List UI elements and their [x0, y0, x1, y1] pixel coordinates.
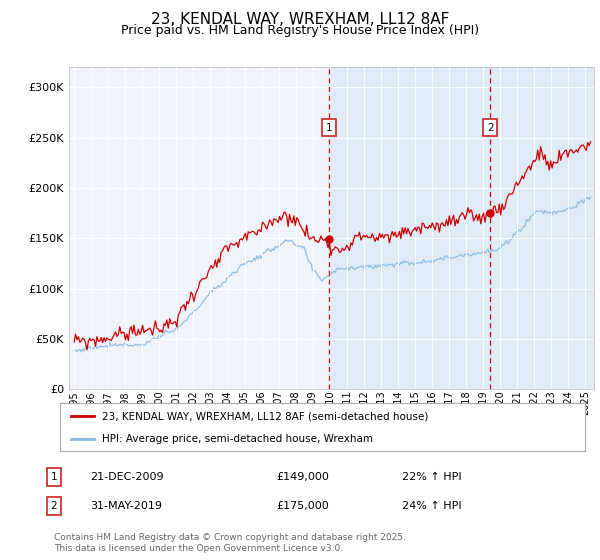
Bar: [329, 67, 490, 389]
Text: £149,000: £149,000: [276, 472, 329, 482]
Text: 2: 2: [50, 501, 58, 511]
Text: £175,000: £175,000: [276, 501, 329, 511]
Text: 1: 1: [326, 123, 332, 133]
Text: 31-MAY-2019: 31-MAY-2019: [90, 501, 162, 511]
Text: Price paid vs. HM Land Registry's House Price Index (HPI): Price paid vs. HM Land Registry's House …: [121, 24, 479, 37]
Text: 22% ↑ HPI: 22% ↑ HPI: [402, 472, 461, 482]
Bar: [490, 67, 600, 389]
Text: 23, KENDAL WAY, WREXHAM, LL12 8AF: 23, KENDAL WAY, WREXHAM, LL12 8AF: [151, 12, 449, 27]
Text: 24% ↑ HPI: 24% ↑ HPI: [402, 501, 461, 511]
Text: HPI: Average price, semi-detached house, Wrexham: HPI: Average price, semi-detached house,…: [102, 434, 373, 444]
Text: 21-DEC-2009: 21-DEC-2009: [90, 472, 164, 482]
Text: Contains HM Land Registry data © Crown copyright and database right 2025.
This d: Contains HM Land Registry data © Crown c…: [54, 533, 406, 553]
Text: 1: 1: [50, 472, 58, 482]
Text: 2: 2: [487, 123, 494, 133]
Text: 23, KENDAL WAY, WREXHAM, LL12 8AF (semi-detached house): 23, KENDAL WAY, WREXHAM, LL12 8AF (semi-…: [102, 411, 428, 421]
